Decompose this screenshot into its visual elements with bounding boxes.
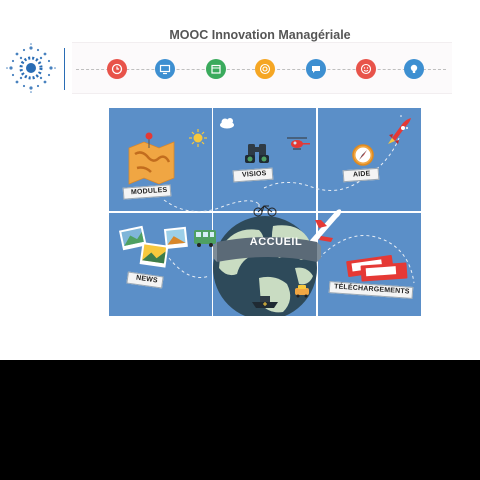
tile-aide[interactable] (318, 108, 421, 211)
chat-icon[interactable] (306, 59, 326, 79)
smiley-icon[interactable] (356, 59, 376, 79)
clock-icon[interactable] (107, 59, 127, 79)
site-title: MOOC Innovation Managériale (169, 28, 351, 42)
tile-accueil[interactable] (213, 213, 316, 316)
logo-separator (64, 48, 65, 90)
tile-news[interactable] (109, 213, 212, 316)
bulb-icon[interactable] (404, 59, 424, 79)
tile-visios[interactable] (213, 108, 316, 211)
tile-grid (109, 108, 421, 316)
tile-telechargements[interactable] (318, 213, 421, 316)
calendar-icon[interactable] (206, 59, 226, 79)
gear-dots-icon[interactable] (4, 42, 58, 94)
monitor-icon[interactable] (155, 59, 175, 79)
empty-footer-band (0, 360, 480, 480)
header: MOOC Innovation Managériale (0, 22, 480, 102)
target-icon[interactable] (255, 59, 275, 79)
tile-modules[interactable] (109, 108, 212, 211)
